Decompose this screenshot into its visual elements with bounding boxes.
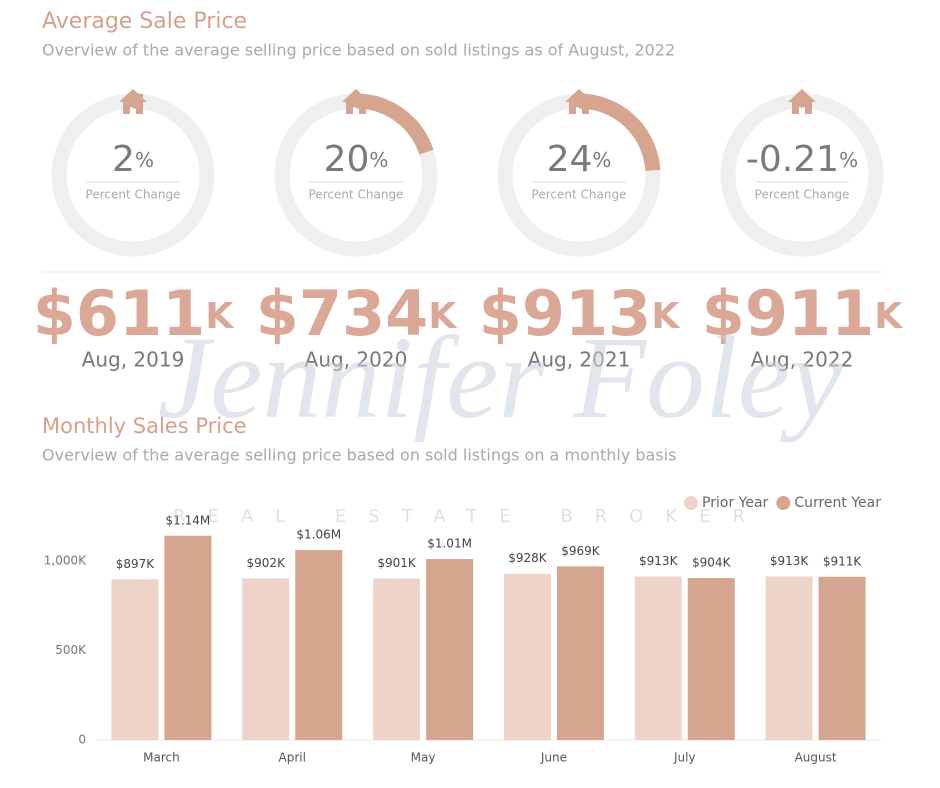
value-label: $904K [692, 556, 732, 570]
price: $734K [256, 277, 458, 350]
home-icon [119, 89, 147, 114]
price-unit: K [428, 296, 457, 337]
gauge-number: 2 [112, 139, 135, 180]
bar [503, 573, 551, 740]
period: Aug, 2019 [82, 348, 185, 372]
home-icon [565, 89, 593, 114]
period: Aug, 2021 [528, 348, 631, 372]
gauge-unit: % [369, 148, 388, 172]
bar [687, 578, 735, 740]
price-number: $734 [256, 277, 429, 350]
price-number: $913 [479, 277, 652, 350]
value-label: $897K [116, 557, 156, 571]
bar [634, 576, 682, 740]
gauge-arc [578, 93, 661, 172]
price: $913K [479, 277, 681, 350]
price-unit: K [874, 296, 903, 337]
value-label: $901K [377, 556, 417, 570]
value-label: $928K [508, 551, 548, 565]
bar [556, 566, 604, 740]
section-title: Average Sale Price [42, 9, 247, 34]
x-tick-label: May [411, 751, 436, 765]
value-label: $913K [639, 554, 679, 568]
period: Aug, 2020 [305, 348, 408, 372]
price: $611K [33, 277, 235, 350]
gauge-caption: Percent Change [755, 188, 850, 202]
watermark: Jennifer Foley REAL ESTATE BROKER [158, 312, 843, 527]
value-label: $1.14M [166, 513, 211, 527]
legend-swatch [776, 496, 791, 510]
gauge-caption: Percent Change [532, 188, 627, 202]
value-label: $1.01M [427, 537, 472, 551]
gauge-number: -0.21 [746, 139, 839, 180]
bar [242, 578, 290, 740]
gauge-value: -0.21% [746, 139, 858, 180]
period: Aug, 2022 [751, 348, 854, 372]
value-label: $1.06M [296, 528, 341, 542]
section-subtitle: Overview of the average selling price ba… [42, 446, 676, 465]
x-tick-label: July [673, 751, 696, 765]
y-tick-label: 1,000K [44, 553, 87, 567]
section-title: Monthly Sales Price [42, 414, 247, 438]
gauge-value: 20% [324, 139, 389, 180]
price-unit: K [205, 296, 234, 337]
gauge-value: 2% [112, 139, 154, 180]
x-tick-label: June [540, 751, 567, 765]
y-tick-label: 0 [78, 733, 86, 747]
value-label: $913K [770, 554, 810, 568]
legend-swatch [684, 496, 699, 510]
section-subtitle: Overview of the average selling price ba… [42, 41, 675, 60]
gauge-number: 20 [324, 139, 370, 180]
gauge-value: 24% [547, 139, 612, 180]
price-number: $911 [702, 277, 875, 350]
gauge-caption: Percent Change [309, 188, 404, 202]
bar [295, 550, 343, 740]
bar [818, 576, 866, 740]
y-tick-label: 500K [55, 643, 87, 657]
home-icon [788, 89, 816, 114]
gauge-unit: % [592, 148, 611, 172]
x-tick-label: August [795, 751, 837, 765]
price: $911K [702, 277, 904, 350]
gauge-unit: % [839, 148, 858, 172]
watermark-name: Jennifer Foley [158, 312, 843, 443]
gauge-number: 24 [547, 139, 593, 180]
price-unit: K [651, 296, 680, 337]
x-tick-label: March [143, 751, 180, 765]
value-label: $911K [823, 554, 863, 568]
x-tick-label: April [279, 751, 306, 765]
value-label: $969K [561, 544, 601, 558]
home-icon [342, 89, 370, 114]
bar [373, 578, 421, 740]
legend-label: Prior Year [702, 495, 768, 511]
gauge-unit: % [135, 148, 154, 172]
gauge-caption: Percent Change [86, 188, 181, 202]
bar [765, 576, 813, 740]
watermark-tagline: REAL ESTATE BROKER [173, 506, 767, 527]
bar [426, 559, 474, 740]
legend-label: Current Year [794, 495, 881, 511]
bar [164, 535, 212, 740]
value-label: $902K [247, 556, 287, 570]
price-number: $611 [33, 277, 206, 350]
bar [111, 579, 159, 740]
